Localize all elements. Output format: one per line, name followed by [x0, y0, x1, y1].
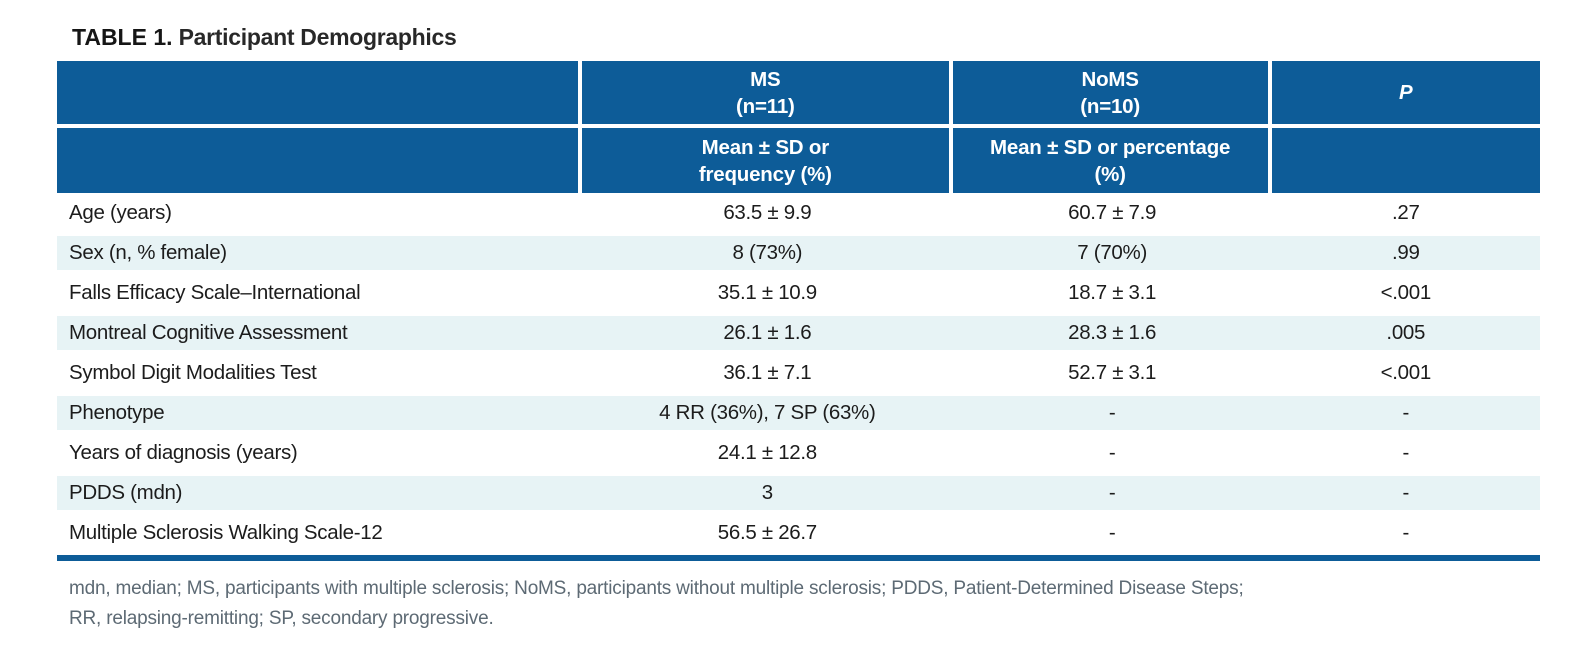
row-label: Falls Efficacy Scale–International — [69, 281, 361, 304]
noms-value: - — [1108, 481, 1116, 504]
ms-group-name: MS — [750, 67, 781, 91]
noms-value: 7 (70%) — [1077, 241, 1147, 264]
ms-value: 3 — [761, 481, 773, 504]
row-label: Age (years) — [69, 201, 172, 224]
row-label: Symbol Digit Modalities Test — [69, 361, 317, 384]
header-cell-blank — [57, 61, 582, 128]
table-header-row-measures: Mean ± SD or frequency (%) Mean ± SD or … — [57, 128, 1540, 193]
ms-value: 35.1 ± 10.9 — [717, 281, 817, 304]
table-number-label: TABLE 1. — [72, 24, 173, 50]
p-value: <.001 — [1380, 361, 1432, 384]
p-column-label: P — [1399, 81, 1413, 104]
row-label: Phenotype — [69, 401, 165, 424]
ms-group-n: (n=11) — [736, 94, 795, 118]
noms-value: 18.7 ± 3.1 — [1068, 281, 1157, 304]
row-label: Years of diagnosis (years) — [69, 441, 298, 464]
subheader-cell-blank — [57, 128, 582, 193]
noms-value: 28.3 ± 1.6 — [1068, 321, 1157, 344]
p-value: - — [1402, 401, 1410, 424]
table-row: Phenotype 4 RR (36%), 7 SP (63%) - - — [57, 393, 1540, 433]
p-value: <.001 — [1380, 281, 1432, 304]
p-value: - — [1402, 441, 1410, 464]
table-row: PDDS (mdn) 3 - - — [57, 473, 1540, 513]
table-row: Symbol Digit Modalities Test 36.1 ± 7.1 … — [57, 353, 1540, 393]
table-row: Montreal Cognitive Assessment 26.1 ± 1.6… — [57, 313, 1540, 353]
table-row: Falls Efficacy Scale–International 35.1 … — [57, 273, 1540, 313]
table-row: Years of diagnosis (years) 24.1 ± 12.8 -… — [57, 433, 1540, 473]
ms-value: 56.5 ± 26.7 — [717, 521, 817, 544]
table-title: TABLE 1. Participant Demographics — [72, 24, 1540, 50]
noms-value: - — [1108, 441, 1116, 464]
row-label: Multiple Sclerosis Walking Scale-12 — [69, 521, 383, 544]
row-label: Montreal Cognitive Assessment — [69, 321, 348, 344]
ms-value: 8 (73%) — [732, 241, 803, 264]
table-bottom-rule — [57, 555, 1540, 561]
table-row: Multiple Sclerosis Walking Scale-12 56.5… — [57, 513, 1540, 553]
subheader-cell-ms-measure: Mean ± SD or frequency (%) — [581, 128, 953, 193]
p-value: - — [1402, 521, 1410, 544]
p-value: .005 — [1386, 321, 1426, 344]
ms-measure-line2: frequency (%) — [698, 162, 832, 186]
noms-measure-line1: Mean ± SD or percentage — [990, 135, 1231, 159]
demographics-table: MS (n=11) NoMS (n=10) P Mean ± SD or fre… — [57, 61, 1540, 634]
noms-value: 60.7 ± 7.9 — [1068, 201, 1157, 224]
table-row: Age (years) 63.5 ± 9.9 60.7 ± 7.9 .27 — [57, 193, 1540, 233]
subheader-cell-p-blank — [1271, 128, 1540, 193]
ms-measure-line1: Mean ± SD or — [701, 135, 830, 159]
header-cell-noms: NoMS (n=10) — [952, 61, 1272, 128]
noms-value: - — [1108, 521, 1116, 544]
noms-group-n: (n=10) — [1080, 94, 1141, 118]
header-cell-ms: MS (n=11) — [581, 61, 953, 128]
subheader-cell-noms-measure: Mean ± SD or percentage (%) — [952, 128, 1272, 193]
p-value: .99 — [1391, 241, 1420, 264]
table-footnote: mdn, median; MS, participants with multi… — [57, 574, 1540, 634]
row-label: Sex (n, % female) — [69, 241, 227, 264]
noms-group-name: NoMS — [1081, 67, 1139, 91]
noms-value: - — [1108, 401, 1116, 424]
p-value: .27 — [1391, 201, 1420, 224]
ms-value: 63.5 ± 9.9 — [723, 201, 812, 224]
noms-value: 52.7 ± 3.1 — [1068, 361, 1157, 384]
table-caption-text: Participant Demographics — [178, 24, 457, 50]
header-cell-p: P — [1271, 61, 1540, 128]
p-value: - — [1402, 481, 1410, 504]
ms-value: 24.1 ± 12.8 — [717, 441, 817, 464]
noms-measure-line2: (%) — [1094, 162, 1126, 186]
footnote-line2: RR, relapsing-remitting; SP, secondary p… — [69, 608, 494, 629]
footnote-line1: mdn, median; MS, participants with multi… — [69, 578, 1244, 599]
row-label: PDDS (mdn) — [69, 481, 183, 504]
ms-value: 36.1 ± 7.1 — [723, 361, 812, 384]
table-header-row-groups: MS (n=11) NoMS (n=10) P — [57, 61, 1540, 128]
table-row: Sex (n, % female) 8 (73%) 7 (70%) .99 — [57, 233, 1540, 273]
ms-value: 4 RR (36%), 7 SP (63%) — [659, 401, 876, 424]
ms-value: 26.1 ± 1.6 — [723, 321, 812, 344]
